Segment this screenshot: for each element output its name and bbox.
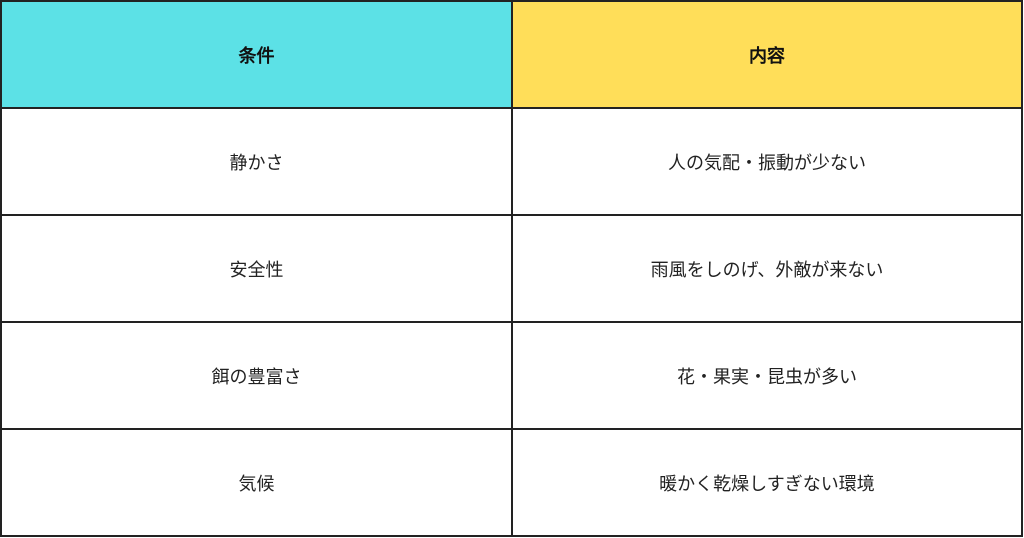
content-cell: 暖かく乾燥しすぎない環境 (511, 428, 1023, 537)
table-row: 気候 暖かく乾燥しすぎない環境 (0, 428, 1023, 537)
content-cell: 人の気配・振動が少ない (511, 107, 1023, 216)
content-cell: 花・果実・昆虫が多い (511, 321, 1023, 430)
header-content: 内容 (511, 0, 1023, 109)
condition-cell: 静かさ (0, 107, 513, 216)
condition-cell: 餌の豊富さ (0, 321, 513, 430)
content-cell: 雨風をしのげ、外敵が来ない (511, 214, 1023, 323)
header-condition: 条件 (0, 0, 513, 109)
table-row: 静かさ 人の気配・振動が少ない (0, 107, 1023, 216)
condition-cell: 気候 (0, 428, 513, 537)
header-row: 条件 内容 (0, 0, 1023, 109)
table-row: 餌の豊富さ 花・果実・昆虫が多い (0, 321, 1023, 430)
condition-cell: 安全性 (0, 214, 513, 323)
table-row: 安全性 雨風をしのげ、外敵が来ない (0, 214, 1023, 323)
